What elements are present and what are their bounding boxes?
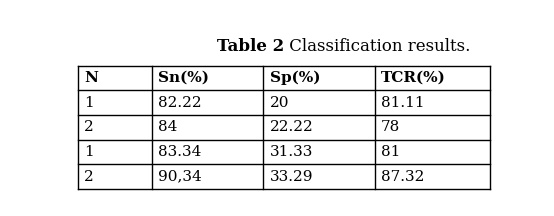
Text: 81: 81 <box>381 145 401 159</box>
Text: 81.11: 81.11 <box>381 96 425 110</box>
Text: 1: 1 <box>84 145 94 159</box>
Text: 82.22: 82.22 <box>158 96 202 110</box>
Text: 87.32: 87.32 <box>381 170 424 184</box>
Text: 22.22: 22.22 <box>270 120 314 134</box>
Text: 31.33: 31.33 <box>270 145 313 159</box>
Text: N: N <box>84 71 98 85</box>
Text: TCR(%): TCR(%) <box>381 71 446 85</box>
Text: 33.29: 33.29 <box>270 170 313 184</box>
Text: 83.34: 83.34 <box>158 145 202 159</box>
Text: Sn(%): Sn(%) <box>158 71 209 85</box>
Text: Classification results.: Classification results. <box>284 38 470 55</box>
Text: 78: 78 <box>381 120 401 134</box>
Text: 20: 20 <box>270 96 289 110</box>
Text: 90,34: 90,34 <box>158 170 202 184</box>
Text: 2: 2 <box>84 170 94 184</box>
Text: Sp(%): Sp(%) <box>270 71 320 85</box>
Text: 84: 84 <box>158 120 178 134</box>
Text: 1: 1 <box>84 96 94 110</box>
Text: Table 2: Table 2 <box>217 38 284 55</box>
Text: 2: 2 <box>84 120 94 134</box>
